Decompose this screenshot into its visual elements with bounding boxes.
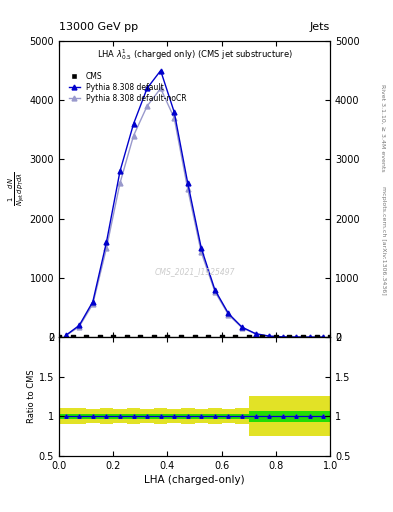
CMS [56, 333, 62, 341]
Pythia 8.308 default-noCR [118, 180, 122, 186]
Pythia 8.308 default [77, 322, 82, 328]
CMS [273, 333, 279, 341]
Pythia 8.308 default-noCR [104, 245, 109, 251]
Pythia 8.308 default [145, 86, 149, 92]
Pythia 8.308 default-noCR [213, 288, 217, 294]
Pythia 8.308 default-noCR [294, 334, 299, 340]
CMS [137, 333, 143, 341]
Text: Rivet 3.1.10, ≥ 3.4M events: Rivet 3.1.10, ≥ 3.4M events [381, 84, 386, 172]
Pythia 8.308 default-noCR [158, 86, 163, 92]
Pythia 8.308 default-noCR [185, 186, 190, 192]
Pythia 8.308 default-noCR [131, 133, 136, 139]
Pythia 8.308 default-noCR [280, 334, 285, 340]
Legend: CMS, Pythia 8.308 default, Pythia 8.308 default-noCR: CMS, Pythia 8.308 default, Pythia 8.308 … [66, 69, 190, 106]
Pythia 8.308 default-noCR [63, 333, 68, 339]
Pythia 8.308 default-noCR [145, 103, 149, 109]
Pythia 8.308 default-noCR [226, 312, 231, 318]
Pythia 8.308 default [267, 333, 272, 339]
CMS [205, 333, 211, 341]
Pythia 8.308 default [213, 287, 217, 293]
CMS [191, 333, 198, 341]
Line: Pythia 8.308 default-noCR: Pythia 8.308 default-noCR [63, 86, 326, 339]
X-axis label: LHA (charged-only): LHA (charged-only) [144, 475, 245, 485]
Y-axis label: Ratio to CMS: Ratio to CMS [27, 370, 36, 423]
CMS [327, 333, 333, 341]
Pythia 8.308 default [294, 334, 299, 340]
Pythia 8.308 default [63, 332, 68, 338]
CMS [178, 333, 184, 341]
Pythia 8.308 default-noCR [267, 333, 272, 339]
Y-axis label: $\frac{1}{N_\mathrm{jet}}\frac{dN}{dp_T d\lambda}$: $\frac{1}{N_\mathrm{jet}}\frac{dN}{dp_T … [6, 172, 27, 206]
Text: mcplots.cern.ch [arXiv:1306.3436]: mcplots.cern.ch [arXiv:1306.3436] [381, 186, 386, 295]
Pythia 8.308 default [158, 68, 163, 74]
Pythia 8.308 default-noCR [77, 324, 82, 330]
Pythia 8.308 default [307, 334, 312, 340]
CMS [83, 333, 89, 341]
CMS [232, 333, 238, 341]
CMS [246, 333, 252, 341]
Pythia 8.308 default [240, 324, 244, 330]
CMS [110, 333, 116, 341]
Pythia 8.308 default [185, 180, 190, 186]
Pythia 8.308 default-noCR [199, 249, 204, 255]
CMS [69, 333, 75, 341]
Pythia 8.308 default-noCR [240, 325, 244, 331]
Pythia 8.308 default [104, 239, 109, 245]
CMS [259, 333, 266, 341]
Text: LHA $\lambda^1_{0.5}$ (charged only) (CMS jet substructure): LHA $\lambda^1_{0.5}$ (charged only) (CM… [97, 47, 292, 62]
CMS [286, 333, 292, 341]
Pythia 8.308 default-noCR [321, 334, 326, 340]
Pythia 8.308 default-noCR [172, 115, 176, 121]
Pythia 8.308 default [253, 331, 258, 337]
CMS [164, 333, 171, 341]
Pythia 8.308 default-noCR [253, 331, 258, 337]
Pythia 8.308 default [90, 298, 95, 305]
CMS [97, 333, 103, 341]
Pythia 8.308 default-noCR [307, 334, 312, 340]
Pythia 8.308 default-noCR [90, 301, 95, 307]
CMS [219, 333, 225, 341]
Pythia 8.308 default [226, 310, 231, 316]
Pythia 8.308 default [172, 109, 176, 115]
CMS [314, 333, 320, 341]
Text: CMS_2021_I1925497: CMS_2021_I1925497 [154, 267, 235, 276]
Line: Pythia 8.308 default: Pythia 8.308 default [63, 68, 326, 339]
CMS [300, 333, 306, 341]
Pythia 8.308 default [131, 121, 136, 127]
Pythia 8.308 default [199, 245, 204, 251]
Pythia 8.308 default [280, 334, 285, 340]
CMS [151, 333, 157, 341]
Text: Jets: Jets [310, 22, 330, 32]
Pythia 8.308 default [321, 334, 326, 340]
Text: 13000 GeV pp: 13000 GeV pp [59, 22, 138, 32]
CMS [124, 333, 130, 341]
Pythia 8.308 default [118, 168, 122, 175]
